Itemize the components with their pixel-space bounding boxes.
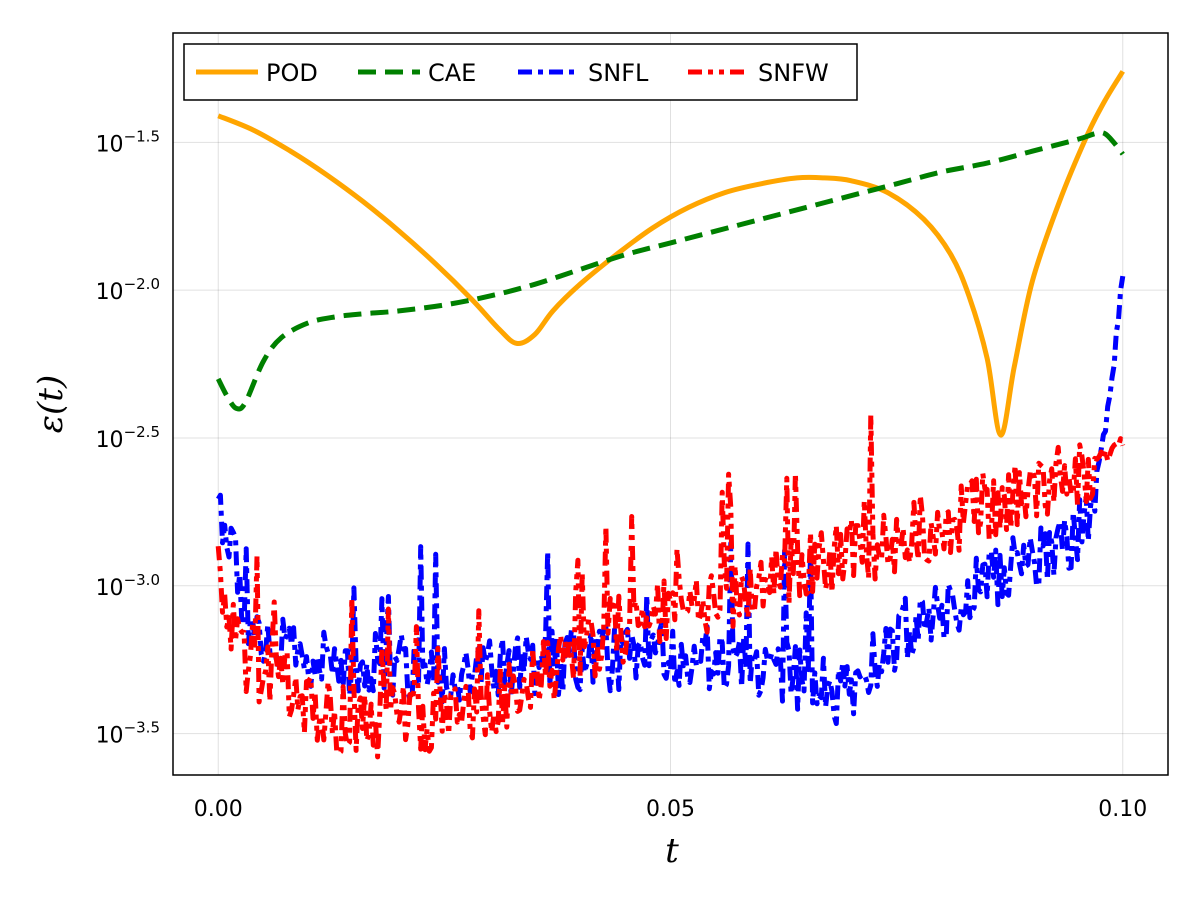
legend-label-cae: CAE: [428, 59, 476, 87]
legend: POD CAE SNFL SNFW: [183, 43, 858, 101]
y-tick-label: 10−3.5: [96, 719, 160, 749]
series-line-snfl: [216, 275, 1126, 726]
legend-label-snfl: SNFL: [588, 59, 649, 87]
y-tick-label: 10−1.5: [96, 127, 160, 157]
grid-lines: [173, 33, 1168, 775]
series-line-pod: [217, 70, 1125, 438]
axis-ticks: 0.00 0.05 0.10 10−1.5 10−2.0 10−2.5 10−3.0 10−3…: [96, 127, 1148, 822]
y-axis-label: ε(t): [31, 375, 71, 433]
legend-label-snfw: SNFW: [758, 59, 829, 87]
legend-label-pod: POD: [266, 59, 318, 87]
plot-frame: [172, 32, 1169, 776]
y-tick-label: 10−2.5: [96, 423, 160, 453]
x-tick-label: 0.00: [194, 797, 243, 822]
series-layer: [215, 70, 1126, 760]
x-tick-label: 0.10: [1098, 797, 1147, 822]
series-line-snfw: [215, 412, 1126, 760]
y-tick-label: 10−2.0: [96, 275, 160, 305]
x-axis-label: t: [665, 831, 679, 871]
x-tick-label: 0.05: [646, 797, 695, 822]
y-tick-label: 10−3.0: [96, 571, 160, 601]
series-line-cae: [215, 130, 1125, 412]
